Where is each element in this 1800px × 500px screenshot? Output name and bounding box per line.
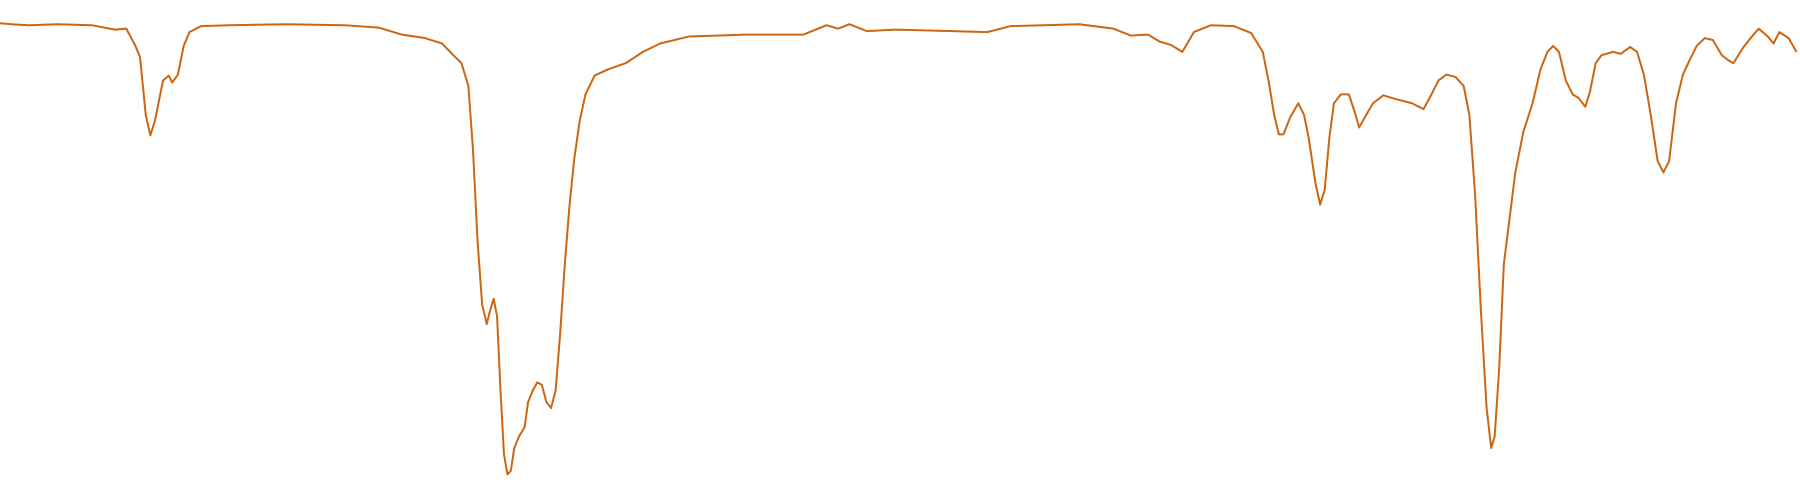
data-line [0, 22, 1798, 476]
